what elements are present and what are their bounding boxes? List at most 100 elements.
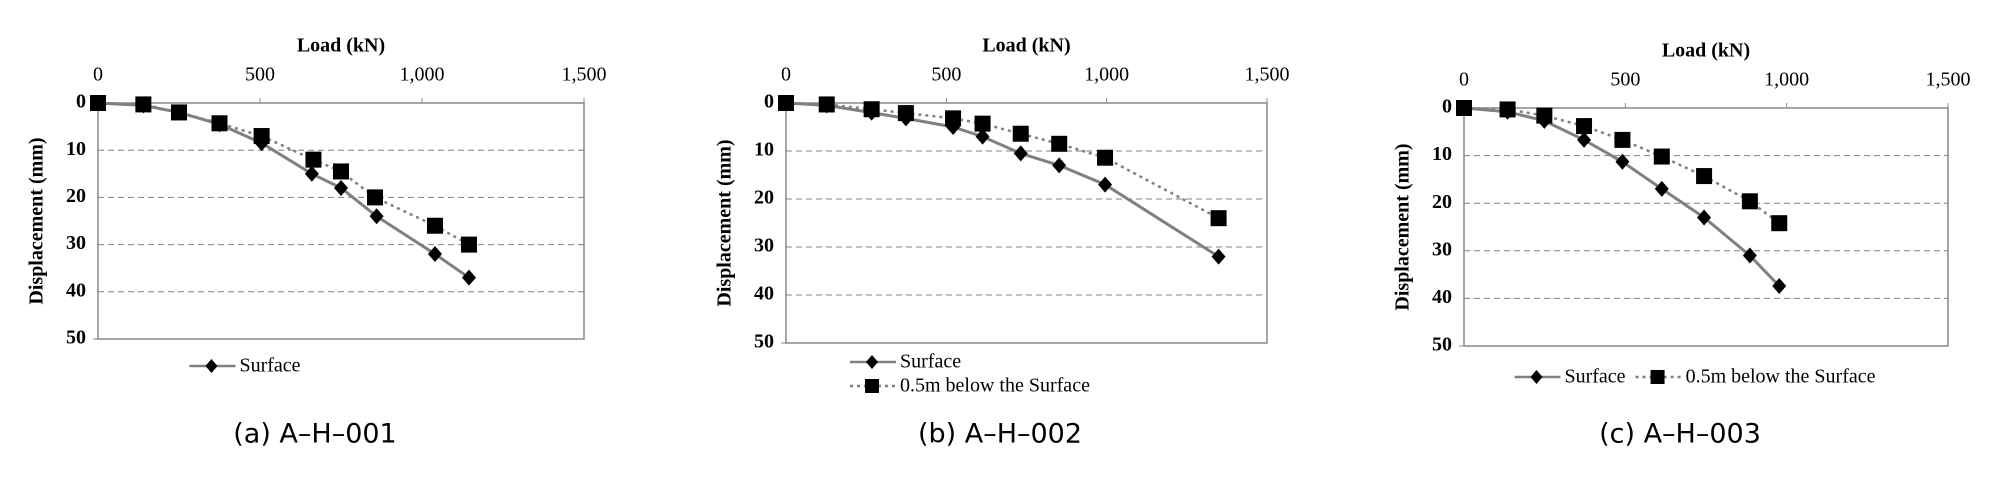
y-tick-label: 30 bbox=[66, 232, 86, 254]
series-line bbox=[97, 101, 470, 279]
data-point bbox=[1577, 131, 1592, 148]
series-line bbox=[97, 101, 470, 246]
x-tick-label: 1,000 bbox=[1764, 69, 1809, 91]
legend-item: Surface bbox=[1514, 366, 1626, 388]
data-point bbox=[945, 110, 962, 127]
data-point bbox=[897, 105, 914, 122]
y-tick-label: 10 bbox=[66, 138, 86, 160]
data-point bbox=[135, 96, 152, 113]
y-tick-label: 20 bbox=[754, 187, 774, 209]
legend-marker bbox=[205, 359, 218, 373]
caption: (b) A–H–002 bbox=[918, 419, 1082, 450]
x-axis-title: Load (kN) bbox=[982, 35, 1070, 57]
data-point bbox=[1211, 248, 1226, 265]
y-tick-label: 20 bbox=[1432, 191, 1452, 213]
caption: (a) A–H–001 bbox=[233, 419, 397, 450]
legend-marker bbox=[865, 379, 879, 393]
legend-label: Surface bbox=[239, 355, 300, 377]
legend-label: Surface bbox=[900, 351, 961, 373]
y-axis-title: Displacement (mm) bbox=[1392, 143, 1414, 310]
x-tick-label: 500 bbox=[931, 64, 961, 86]
data-point bbox=[253, 128, 270, 145]
data-point bbox=[90, 95, 106, 111]
series-line bbox=[785, 101, 1220, 220]
y-tick-label: 50 bbox=[754, 331, 774, 353]
data-point bbox=[369, 208, 384, 225]
y-tick-label: 50 bbox=[1432, 334, 1452, 356]
legend-label: Surface bbox=[1564, 366, 1625, 388]
data-point bbox=[818, 96, 835, 113]
data-point bbox=[334, 179, 348, 196]
data-point bbox=[1052, 157, 1067, 174]
y-tick-label: 10 bbox=[754, 139, 774, 161]
data-point bbox=[305, 151, 322, 168]
legend-label: 0.5m below the Surface bbox=[1686, 366, 1876, 388]
y-tick-label: 40 bbox=[1432, 286, 1452, 308]
data-point bbox=[863, 101, 880, 118]
y-tick-label: 0 bbox=[1442, 96, 1452, 118]
data-point bbox=[333, 163, 349, 180]
legend-marker bbox=[1530, 370, 1543, 384]
series-line bbox=[785, 101, 1220, 258]
x-tick-label: 1,500 bbox=[1245, 64, 1290, 86]
data-point bbox=[974, 115, 991, 132]
data-point bbox=[1654, 180, 1669, 197]
y-tick-label: 0 bbox=[764, 91, 774, 113]
data-point bbox=[427, 246, 442, 263]
data-point bbox=[1456, 100, 1472, 116]
legend-item: Surface bbox=[850, 351, 961, 373]
y-tick-label: 0 bbox=[76, 91, 86, 113]
data-point bbox=[1536, 107, 1553, 124]
x-tick-label: 0 bbox=[1459, 69, 1469, 91]
data-point bbox=[1771, 215, 1788, 232]
x-axis-title: Load (kN) bbox=[297, 35, 385, 57]
legend-item: Surface bbox=[189, 355, 301, 377]
x-tick-label: 1,000 bbox=[1084, 64, 1129, 86]
legend-item: 0.5m below the Surface bbox=[850, 375, 1090, 397]
data-point bbox=[1499, 101, 1516, 118]
data-point bbox=[778, 95, 794, 111]
data-point bbox=[1576, 118, 1593, 135]
data-point bbox=[1614, 131, 1631, 148]
data-point bbox=[1615, 153, 1630, 170]
legend-item: 0.5m below the Surface bbox=[1635, 366, 1876, 388]
data-point bbox=[1653, 148, 1670, 165]
y-axis-title: Displacement (mm) bbox=[26, 137, 48, 304]
plot-frame bbox=[97, 102, 585, 340]
legend-marker bbox=[866, 355, 878, 369]
plot-frame bbox=[1463, 107, 1949, 347]
y-tick-label: 40 bbox=[754, 283, 774, 305]
legend-label: 0.5m below the Surface bbox=[900, 375, 1090, 397]
data-point bbox=[304, 165, 319, 182]
data-point bbox=[171, 104, 187, 121]
data-point bbox=[1098, 176, 1113, 193]
y-tick-label: 40 bbox=[66, 279, 86, 301]
x-tick-label: 1,500 bbox=[1926, 69, 1971, 91]
data-point bbox=[460, 236, 477, 253]
y-tick-label: 30 bbox=[754, 235, 774, 257]
x-tick-label: 0 bbox=[93, 64, 103, 86]
data-point bbox=[211, 115, 228, 132]
data-point bbox=[1051, 135, 1068, 152]
x-axis-title: Load (kN) bbox=[1662, 40, 1750, 62]
data-point bbox=[1012, 125, 1029, 142]
y-tick-label: 10 bbox=[1432, 143, 1452, 165]
legend-marker bbox=[1650, 370, 1665, 384]
x-tick-label: 500 bbox=[1610, 69, 1640, 91]
y-tick-label: 30 bbox=[1432, 238, 1452, 260]
data-point bbox=[426, 217, 443, 234]
data-point bbox=[367, 189, 384, 206]
plot-frame bbox=[785, 102, 1268, 344]
x-tick-label: 1,500 bbox=[562, 64, 607, 86]
data-point bbox=[1013, 145, 1028, 162]
caption: (c) A–H–003 bbox=[1599, 419, 1761, 450]
data-point bbox=[1697, 209, 1712, 226]
data-point bbox=[1772, 278, 1787, 295]
x-tick-label: 500 bbox=[245, 64, 275, 86]
data-point bbox=[1210, 210, 1227, 227]
y-axis-title: Displacement (mm) bbox=[714, 139, 736, 306]
data-point bbox=[1696, 168, 1713, 185]
x-tick-label: 1,000 bbox=[400, 64, 445, 86]
y-tick-label: 50 bbox=[66, 327, 86, 349]
